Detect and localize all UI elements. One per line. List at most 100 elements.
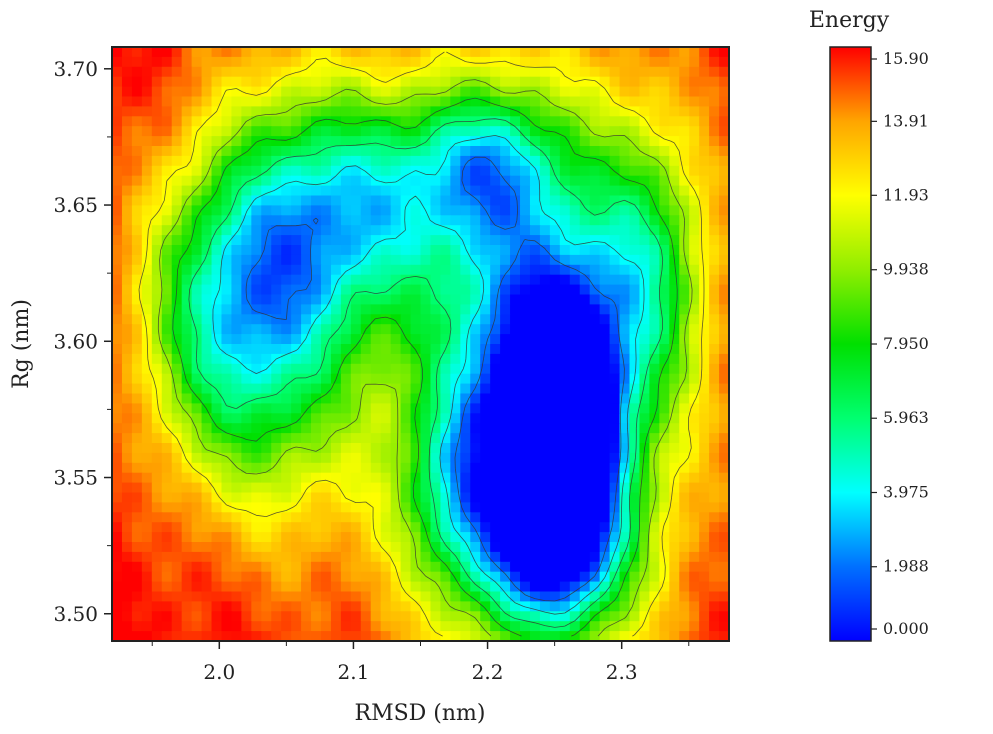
heatmap-cell xyxy=(659,433,670,444)
heatmap-cell xyxy=(529,631,541,641)
heatmap-cell xyxy=(420,581,432,593)
heatmap-cell xyxy=(719,591,729,602)
heatmap-cell xyxy=(539,472,551,484)
heatmap-cell xyxy=(350,215,362,226)
heatmap-cell xyxy=(161,373,173,385)
heatmap-cell xyxy=(709,403,720,414)
heatmap-cell xyxy=(340,314,352,325)
heatmap-cell xyxy=(539,591,551,602)
heatmap-cell xyxy=(261,502,272,513)
heatmap-cell xyxy=(609,155,621,167)
heatmap-cell xyxy=(510,126,521,137)
heatmap-cell xyxy=(510,334,521,345)
heatmap-cell xyxy=(430,195,441,206)
heatmap-cell xyxy=(151,294,163,305)
heatmap-cell xyxy=(181,284,193,296)
heatmap-cell xyxy=(440,551,451,563)
heatmap-cell xyxy=(659,462,670,474)
heatmap-cell xyxy=(669,571,680,583)
heatmap-cell xyxy=(171,522,183,533)
heatmap-cell xyxy=(151,314,163,325)
heatmap-cell xyxy=(112,591,123,602)
heatmap-cell xyxy=(320,472,332,484)
heatmap-cell xyxy=(669,195,680,206)
heatmap-cell xyxy=(251,146,262,157)
heatmap-cell xyxy=(500,591,511,602)
heatmap-cell xyxy=(211,433,223,444)
heatmap-cell xyxy=(609,423,621,434)
heatmap-cell xyxy=(231,245,242,256)
heatmap-cell xyxy=(121,542,133,553)
heatmap-cell xyxy=(231,611,242,622)
heatmap-cell xyxy=(320,611,332,622)
heatmap-cell xyxy=(470,512,481,523)
heatmap-cell xyxy=(559,423,571,434)
heatmap-cell xyxy=(281,146,292,157)
heatmap-cell xyxy=(112,334,123,345)
heatmap-cell xyxy=(549,472,561,484)
heatmap-cell xyxy=(559,215,571,226)
heatmap-cell xyxy=(410,284,422,296)
heatmap-cell xyxy=(699,413,710,424)
heatmap-cell xyxy=(251,452,262,464)
heatmap-cell xyxy=(699,581,710,593)
heatmap-cell xyxy=(221,195,233,206)
heatmap-cell xyxy=(390,472,402,484)
heatmap-cell xyxy=(251,482,262,494)
heatmap-cell xyxy=(301,413,312,424)
heatmap-cell xyxy=(649,561,660,573)
heatmap-cell xyxy=(510,205,521,216)
heatmap-cell xyxy=(719,66,729,78)
heatmap-cell xyxy=(520,314,531,325)
heatmap-cell xyxy=(500,472,511,484)
heatmap-cell xyxy=(490,373,501,385)
heatmap-cell xyxy=(360,443,372,454)
heatmap-cell xyxy=(350,482,362,494)
heatmap-cell xyxy=(520,383,531,395)
heatmap-cell xyxy=(689,245,700,256)
heatmap-cell xyxy=(589,264,601,276)
heatmap-cell xyxy=(390,512,402,523)
heatmap-cell xyxy=(191,235,203,246)
heatmap-cell xyxy=(121,86,133,98)
heatmap-cell xyxy=(420,344,432,355)
heatmap-cell xyxy=(689,452,700,464)
heatmap-cell xyxy=(709,413,720,424)
heatmap-cell xyxy=(649,294,660,305)
heatmap-cell xyxy=(360,631,372,641)
heatmap-cell xyxy=(320,146,332,157)
heatmap-cell xyxy=(549,581,561,593)
heatmap-cell xyxy=(500,284,511,296)
heatmap-cell xyxy=(579,581,591,593)
heatmap-cell xyxy=(470,581,481,593)
heatmap-cell xyxy=(291,254,302,266)
heatmap-cell xyxy=(559,205,571,216)
heatmap-cell xyxy=(490,254,501,266)
heatmap-cell xyxy=(291,195,302,206)
heatmap-cell xyxy=(141,47,153,58)
heatmap-cell xyxy=(211,324,223,335)
heatmap-cell xyxy=(340,413,352,424)
heatmap-cell xyxy=(221,512,233,523)
heatmap-cell xyxy=(619,155,631,167)
heatmap-cell xyxy=(480,551,491,563)
heatmap-cell xyxy=(330,601,342,612)
heatmap-cell xyxy=(112,611,123,622)
heatmap-cell xyxy=(340,363,352,375)
heatmap-cell xyxy=(400,66,412,78)
heatmap-cell xyxy=(112,324,123,335)
heatmap-cell xyxy=(699,205,710,216)
heatmap-cell xyxy=(609,591,621,602)
heatmap-cell xyxy=(719,631,729,641)
heatmap-cell xyxy=(609,443,621,454)
heatmap-cell xyxy=(460,205,471,216)
heatmap-cell xyxy=(221,423,233,434)
heatmap-cell xyxy=(141,611,153,622)
heatmap-cell xyxy=(709,571,720,583)
heatmap-cell xyxy=(231,225,242,236)
heatmap-cell xyxy=(360,215,372,226)
heatmap-cell xyxy=(719,482,729,494)
heatmap-cell xyxy=(350,452,362,464)
heatmap-cell xyxy=(291,106,302,117)
heatmap-cell xyxy=(569,56,581,68)
